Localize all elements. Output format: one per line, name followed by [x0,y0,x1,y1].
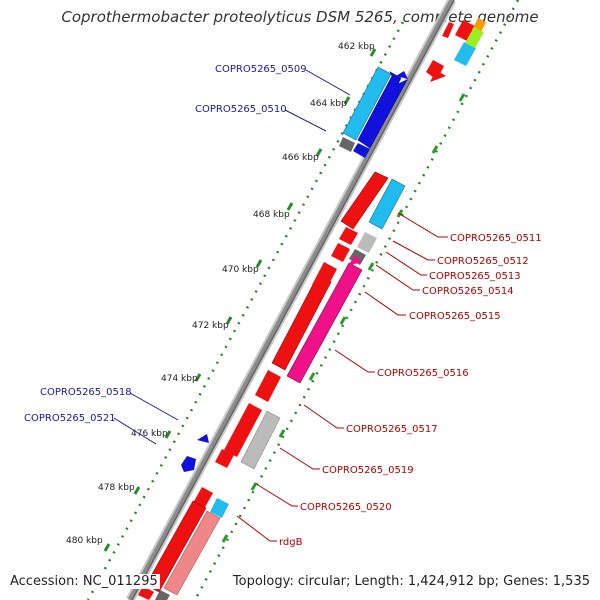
tick-label-476: 476 kbp [131,429,168,439]
gene-feature [255,370,281,402]
gene-label-0514: COPRO5265_0514 [422,286,514,297]
gene-feature [396,71,408,79]
tick-label-480: 480 kbp [66,536,103,546]
gene-feature [163,510,221,596]
tick-label-474: 474 kbp [161,374,198,384]
genome-backbone [126,0,456,600]
gene-feature [145,500,207,593]
gene-feature [240,410,281,470]
gene-feature [286,262,363,384]
tick-label-468: 468 kbp [253,210,290,220]
gene-label-0512: COPRO5265_0512 [437,256,529,267]
right-gene-labels: COPRO5265_0511 COPRO5265_0512 COPRO5265_… [279,233,542,548]
tick-label-478: 478 kbp [98,483,135,493]
tick-label-472: 472 kbp [192,321,229,331]
gene-feature [368,178,406,230]
left-leader-lines [113,69,351,445]
topology-text: Topology: circular; Length: 1,424,912 bp… [230,574,592,589]
gene-label-0509: COPRO5265_0509 [215,64,307,75]
gene-feature [465,27,484,48]
gene-feature [271,274,332,371]
gene-label-0518: COPRO5265_0518 [40,387,132,398]
tick-label-470: 470 kbp [222,265,259,275]
gene-feature [224,403,262,457]
gene-feature [210,498,229,518]
tick-labels: 462 kbp 464 kbp 466 kbp 468 kbp 470 kbp … [66,42,375,546]
gene-feature [155,590,170,600]
tick-label-466: 466 kbp [282,153,319,163]
gene-feature [138,586,154,600]
gene-feature [197,434,209,443]
gene-label-0517: COPRO5265_0517 [346,424,438,435]
gene-feature [357,71,408,149]
accession-text: Accession: NC_011295 [8,574,160,589]
gene-feature [348,255,362,266]
gene-feature [353,143,370,158]
gene-feature [357,232,377,253]
gene-feature [181,456,196,472]
tick-marks [103,48,377,552]
gene-label-0520: COPRO5265_0520 [300,502,392,513]
tick-label-462: 462 kbp [338,42,375,52]
gene-label-0519: COPRO5265_0519 [322,465,414,476]
gene-label-0521: COPRO5265_0521 [24,413,116,424]
gene-label-0515: COPRO5265_0515 [409,311,501,322]
right-leader-lines [236,212,448,542]
gene-feature [215,449,234,468]
gene-label-rdgB: rdgB [279,537,303,548]
gene-feature [339,137,355,152]
map-title: Coprothermobacter proteolyticus DSM 5265… [61,8,539,26]
left-gene-labels: COPRO5265_0509 COPRO5265_0510 COPRO5265_… [24,64,307,424]
gene-feature [331,243,350,262]
gene-feature [442,22,454,38]
gene-label-0516: COPRO5265_0516 [377,368,469,379]
gene-label-0511: COPRO5265_0511 [450,233,542,244]
gene-feature [312,262,337,292]
tick-label-464: 464 kbp [310,99,347,109]
gene-label-0510: COPRO5265_0510 [195,104,287,115]
gene-feature [454,42,476,66]
inner-dotted-track [193,0,520,600]
reverse-strand-genes [155,18,486,600]
forward-strand-genes [138,22,454,600]
gene-feature [455,20,475,41]
gene-label-0513: COPRO5265_0513 [429,271,521,282]
gene-feature [339,227,358,245]
inner-track-dashes [221,93,466,543]
gene-feature [340,171,389,230]
gene-feature [430,70,446,82]
